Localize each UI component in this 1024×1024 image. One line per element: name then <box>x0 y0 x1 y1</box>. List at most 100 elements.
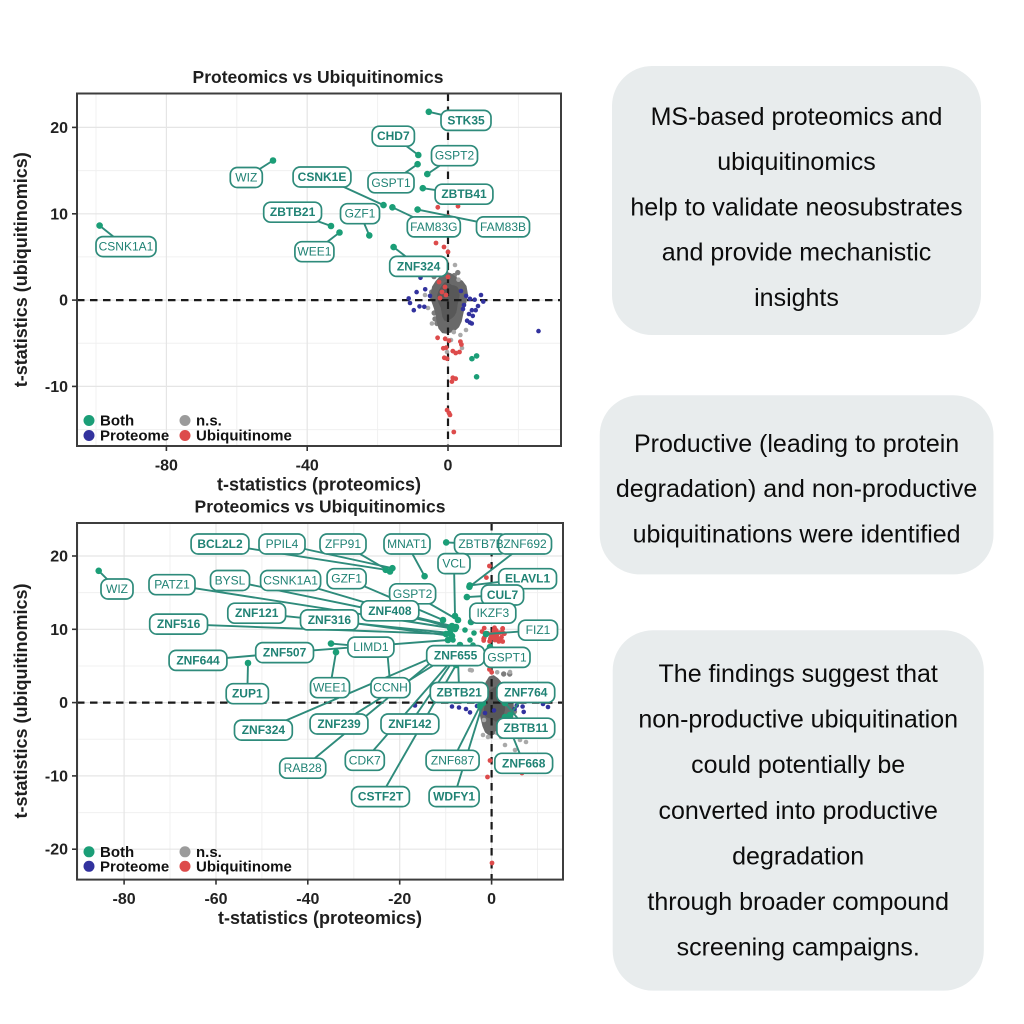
svg-text:t-statistics (proteomics): t-statistics (proteomics) <box>218 908 422 928</box>
svg-text:t-statistics (ubiquitinomics): t-statistics (ubiquitinomics) <box>11 152 31 387</box>
svg-text:help to validate neosubstrates: help to validate neosubstrates <box>630 193 962 221</box>
svg-text:BCL2L2: BCL2L2 <box>197 537 243 551</box>
svg-text:20: 20 <box>50 549 68 566</box>
svg-text:non-productive ubiquitination: non-productive ubiquitination <box>638 706 958 734</box>
svg-text:FAM83B: FAM83B <box>480 220 526 234</box>
svg-text:0: 0 <box>59 695 68 712</box>
svg-text:CDK7: CDK7 <box>349 753 381 767</box>
svg-text:STK35: STK35 <box>447 113 485 127</box>
svg-text:Proteome: Proteome <box>100 428 169 445</box>
svg-text:10: 10 <box>50 206 68 223</box>
svg-text:0: 0 <box>487 891 496 908</box>
svg-text:-40: -40 <box>296 891 319 908</box>
svg-text:ZNF507: ZNF507 <box>263 646 307 660</box>
svg-text:-10: -10 <box>45 768 68 785</box>
svg-text:MNAT1: MNAT1 <box>387 537 427 551</box>
svg-text:ZNF692: ZNF692 <box>503 537 547 551</box>
svg-text:n.s.: n.s. <box>196 844 222 861</box>
svg-text:WIZ: WIZ <box>106 582 128 596</box>
svg-text:-80: -80 <box>113 891 136 908</box>
svg-text:GSPT1: GSPT1 <box>487 650 527 664</box>
svg-text:t-statistics (ubiquitinomics): t-statistics (ubiquitinomics) <box>11 583 31 818</box>
svg-text:BYSL: BYSL <box>215 574 246 588</box>
svg-text:IKZF3: IKZF3 <box>476 606 509 620</box>
svg-text:CSTF2T: CSTF2T <box>358 790 404 804</box>
svg-text:insights: insights <box>754 284 839 312</box>
svg-text:Both: Both <box>100 413 134 430</box>
svg-text:ZNF324: ZNF324 <box>242 723 286 737</box>
svg-text:-20: -20 <box>45 842 68 859</box>
svg-text:ZNF644: ZNF644 <box>176 653 220 667</box>
svg-text:GSPT1: GSPT1 <box>371 176 411 190</box>
svg-text:ZBTB21: ZBTB21 <box>437 686 483 700</box>
svg-text:0: 0 <box>444 457 453 474</box>
svg-text:ZNF687: ZNF687 <box>431 753 475 767</box>
svg-text:LIMD1: LIMD1 <box>353 640 389 654</box>
svg-text:-20: -20 <box>388 891 411 908</box>
svg-text:CUL7: CUL7 <box>487 588 519 602</box>
svg-text:degradation) and non-productiv: degradation) and non-productive <box>616 475 977 503</box>
svg-text:10: 10 <box>50 622 68 639</box>
svg-text:The findings suggest that: The findings suggest that <box>659 660 938 688</box>
svg-text:FAM83G: FAM83G <box>410 220 457 234</box>
svg-text:ZBTB21: ZBTB21 <box>270 205 316 219</box>
svg-text:ubiquitinomics: ubiquitinomics <box>717 148 875 176</box>
svg-text:ZNF142: ZNF142 <box>388 717 432 731</box>
svg-text:screening campaigns.: screening campaigns. <box>677 934 920 962</box>
svg-text:ZNF655: ZNF655 <box>434 649 478 663</box>
svg-text:ELAVL1: ELAVL1 <box>505 572 550 586</box>
svg-text:ZNF764: ZNF764 <box>504 686 548 700</box>
svg-text:WEE1: WEE1 <box>313 681 347 695</box>
svg-text:through broader compound: through broader compound <box>647 888 949 916</box>
svg-text:CSNK1A1: CSNK1A1 <box>263 574 318 588</box>
svg-text:Ubiquitinome: Ubiquitinome <box>196 858 292 875</box>
svg-text:ZNF239: ZNF239 <box>317 717 361 731</box>
svg-text:ZBTB41: ZBTB41 <box>441 187 487 201</box>
svg-text:PPIL4: PPIL4 <box>266 537 299 551</box>
svg-text:-80: -80 <box>155 457 178 474</box>
svg-text:WDFY1: WDFY1 <box>433 790 475 804</box>
svg-text:ZFP91: ZFP91 <box>325 537 361 551</box>
svg-text:PATZ1: PATZ1 <box>154 578 190 592</box>
svg-text:Proteomics vs Ubiquitinomics: Proteomics vs Ubiquitinomics <box>195 497 446 517</box>
svg-text:-10: -10 <box>45 379 68 396</box>
svg-text:n.s.: n.s. <box>196 413 222 430</box>
svg-text:ZBTB11: ZBTB11 <box>503 721 548 735</box>
svg-text:GSPT2: GSPT2 <box>435 149 475 163</box>
svg-text:GZF1: GZF1 <box>345 207 376 221</box>
svg-text:RAB28: RAB28 <box>284 761 322 775</box>
svg-text:MS-based proteomics and: MS-based proteomics and <box>651 103 943 131</box>
svg-text:ZBTB7B: ZBTB7B <box>458 537 503 551</box>
svg-text:degradation: degradation <box>732 842 864 870</box>
svg-text:20: 20 <box>50 120 68 137</box>
svg-text:Proteomics vs Ubiquitinomics: Proteomics vs Ubiquitinomics <box>193 67 444 87</box>
svg-text:0: 0 <box>59 293 68 310</box>
svg-text:t-statistics (proteomics): t-statistics (proteomics) <box>217 475 421 495</box>
svg-text:ZNF516: ZNF516 <box>157 617 201 631</box>
svg-text:FIZ1: FIZ1 <box>526 623 551 637</box>
svg-text:CSNK1E: CSNK1E <box>298 170 347 184</box>
svg-text:could potentially be: could potentially be <box>691 751 905 779</box>
svg-text:ZNF324: ZNF324 <box>397 259 441 273</box>
svg-text:ZNF408: ZNF408 <box>368 604 412 618</box>
svg-text:ZNF121: ZNF121 <box>235 606 279 620</box>
svg-text:-40: -40 <box>296 457 319 474</box>
svg-text:Productive (leading to protein: Productive (leading to protein <box>634 430 959 458</box>
svg-text:Proteome: Proteome <box>100 858 169 875</box>
svg-text:CSNK1A1: CSNK1A1 <box>99 240 154 254</box>
svg-text:CCNH: CCNH <box>373 681 408 695</box>
svg-text:ZNF668: ZNF668 <box>502 756 546 770</box>
svg-text:Ubiquitinome: Ubiquitinome <box>196 428 292 445</box>
svg-text:GSPT2: GSPT2 <box>393 587 433 601</box>
svg-text:CHD7: CHD7 <box>377 129 410 143</box>
svg-text:WIZ: WIZ <box>235 171 257 185</box>
svg-text:and provide mechanistic: and provide mechanistic <box>662 239 932 267</box>
svg-text:ZUP1: ZUP1 <box>232 687 263 701</box>
svg-text:converted into productive: converted into productive <box>659 797 938 825</box>
svg-text:ZNF316: ZNF316 <box>308 613 352 627</box>
svg-text:ubiquitinations were identifie: ubiquitinations were identified <box>633 520 961 548</box>
svg-text:Both: Both <box>100 844 134 861</box>
svg-text:-60: -60 <box>204 891 227 908</box>
svg-text:GZF1: GZF1 <box>331 572 362 586</box>
svg-text:VCL: VCL <box>442 557 466 571</box>
